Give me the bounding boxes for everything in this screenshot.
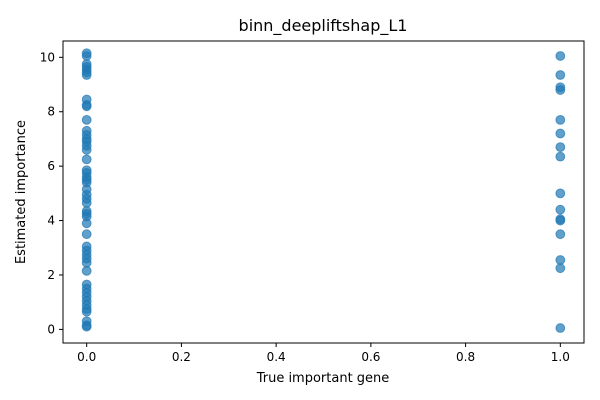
data-point	[81, 197, 92, 208]
data-point	[555, 323, 566, 333]
x-tick-label: 0.8	[456, 350, 475, 364]
data-point	[81, 144, 92, 155]
data-point	[555, 255, 566, 265]
data-point	[81, 51, 92, 61]
data-point	[555, 263, 566, 274]
data-point	[555, 215, 566, 226]
data-point	[555, 85, 566, 95]
x-tick-label: 0.6	[361, 350, 380, 364]
y-axis-label: Estimated importance	[14, 120, 29, 264]
data-point	[555, 51, 566, 61]
data-point	[555, 70, 566, 80]
plot-area	[62, 40, 585, 344]
y-tick-label: 10	[40, 50, 55, 64]
data-point	[81, 266, 92, 276]
data-point	[555, 128, 566, 139]
data-points	[81, 48, 566, 333]
data-point	[81, 257, 92, 268]
data-point	[81, 101, 92, 112]
data-point	[81, 229, 92, 240]
chart-title: binn_deepliftshap_L1	[239, 16, 408, 36]
data-point	[555, 151, 566, 162]
data-point	[555, 115, 566, 125]
y-tick-label: 4	[47, 214, 55, 228]
x-axis: 0.0 0.2 0.4 0.6 0.8 1.0	[77, 343, 570, 364]
x-tick-label: 0.2	[172, 350, 191, 364]
y-tick-label: 0	[47, 322, 55, 336]
x-tick-label: 1.0	[551, 350, 570, 364]
data-point	[81, 70, 92, 80]
y-tick-label: 2	[47, 268, 55, 282]
y-tick-label: 6	[47, 159, 55, 173]
data-point	[555, 229, 566, 240]
x-tick-label: 0.4	[267, 350, 286, 364]
data-point	[555, 204, 566, 215]
y-tick-label: 8	[47, 105, 55, 119]
data-point	[81, 321, 92, 332]
data-point	[555, 142, 566, 153]
data-point	[81, 115, 92, 125]
x-axis-label: True important gene	[256, 371, 390, 386]
y-axis: 0 2 4 6 8 10	[40, 50, 63, 336]
x-tick-label: 0.0	[77, 350, 96, 364]
data-point	[555, 188, 566, 199]
data-point	[81, 218, 92, 229]
data-point	[81, 306, 92, 317]
data-point	[81, 154, 92, 165]
